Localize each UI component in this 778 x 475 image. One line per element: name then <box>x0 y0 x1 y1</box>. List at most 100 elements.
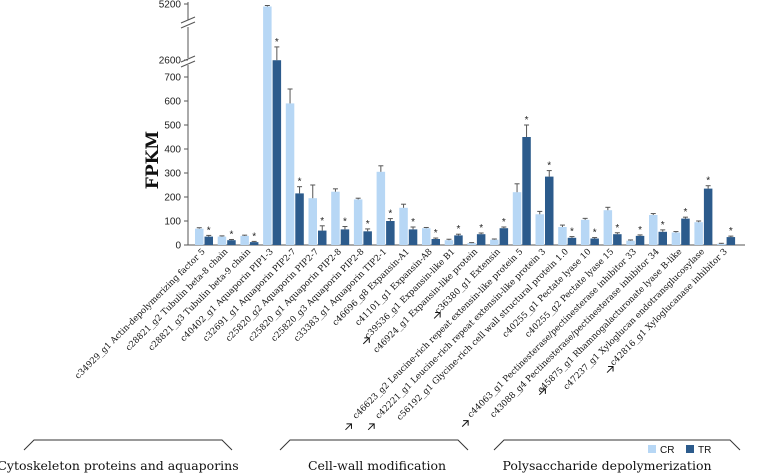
bar-cr <box>422 228 431 245</box>
bar-tr <box>545 176 554 245</box>
bar-cr <box>671 232 681 245</box>
bar-group-cr <box>399 203 408 245</box>
bar-tr <box>658 231 667 245</box>
y-axis-break-upper <box>180 16 196 29</box>
bar-cr <box>240 235 249 245</box>
significance-mark: * <box>320 216 324 227</box>
up-arrow-icon <box>461 420 469 427</box>
significance-mark: * <box>479 223 483 234</box>
bar-group-tr <box>249 240 259 245</box>
significance-mark: * <box>388 209 392 220</box>
y-tick-label: 400 <box>164 145 181 156</box>
significance-mark: * <box>683 207 687 218</box>
bar-group-tr <box>545 170 554 245</box>
y-tick-label: 600 <box>164 97 181 108</box>
bar-cr <box>717 243 726 245</box>
bar-cr <box>217 236 227 245</box>
group-bracket <box>23 439 233 451</box>
significance-mark: * <box>298 177 302 188</box>
significance-mark: * <box>411 217 415 228</box>
significance-mark: * <box>615 223 619 234</box>
y-tick-label: 700 <box>164 73 181 84</box>
bar-group-cr <box>626 239 635 245</box>
bar-tr <box>454 235 463 245</box>
bar-tr <box>363 231 372 245</box>
group-brackets: Cytoskeleton proteins and aquaporins Cell… <box>0 439 741 473</box>
legend-label: CR <box>660 445 674 456</box>
bar-cr <box>535 214 544 245</box>
bar-tr <box>295 193 304 245</box>
bar-group-cr <box>603 206 613 245</box>
up-arrow-icon <box>539 388 546 396</box>
bar-cr <box>444 240 454 245</box>
significance-mark: * <box>456 224 460 235</box>
significance-mark: * <box>729 226 733 237</box>
bar-group-cr <box>558 224 567 245</box>
bar-group-cr <box>535 210 544 245</box>
significance-mark: * <box>343 217 347 228</box>
bar-group-cr <box>422 226 431 245</box>
significance-mark: * <box>547 161 551 172</box>
group-label: Polysaccharide depolymerization <box>502 458 711 473</box>
bar-group-tr <box>386 218 395 245</box>
bar-cr <box>353 199 363 245</box>
bar-cr <box>331 191 340 245</box>
bar-cr <box>694 222 703 245</box>
bar-tr <box>499 228 509 245</box>
bar-tr <box>681 218 690 245</box>
bar-group-cr <box>195 227 204 245</box>
y-axis-label: FPKM <box>143 131 163 190</box>
category-labels: c34929_g1 Actin-depolymerizing factor 5c… <box>73 247 730 431</box>
bar-cr <box>467 243 476 245</box>
bar-tr <box>590 238 599 245</box>
significance-mark: * <box>570 227 574 238</box>
y-tick-label: 200 <box>164 193 181 204</box>
y-ticks: 0 100 200 300 400 500 600 700 2600 5200 <box>159 0 188 252</box>
bar-cr <box>580 219 590 245</box>
bar-tr <box>386 221 395 245</box>
bar-tr <box>227 240 236 245</box>
category-label: c42221_g1 Leucine-rich repeat extensin-l… <box>374 247 548 421</box>
significance-mark: * <box>525 115 529 126</box>
bar-group-tr <box>658 229 667 245</box>
bar-tr <box>318 230 327 245</box>
legend-label: TR <box>698 445 711 456</box>
bar-group-tr <box>681 216 690 245</box>
bar-group-tr <box>227 238 236 245</box>
bar-group-tr <box>522 124 531 245</box>
bar-cr <box>399 207 408 245</box>
bar-tr <box>567 237 577 245</box>
bar-group-cr <box>444 238 454 245</box>
y-tick-label: 0 <box>175 241 181 252</box>
legend-swatch <box>686 445 694 453</box>
bar-group-tr <box>726 235 736 245</box>
bar-tr <box>635 235 645 245</box>
group-label: Cytoskeleton proteins and aquaporins <box>0 458 239 473</box>
bar-group-cr <box>285 88 295 246</box>
significance-mark: * <box>706 176 710 187</box>
up-arrow-icon <box>362 337 370 345</box>
bar-group-cr <box>490 238 499 245</box>
group-bracket <box>493 439 741 451</box>
group-label: Cell-wall modification <box>308 458 446 473</box>
y-tick-label: 2600 <box>159 56 182 67</box>
significance-mark: * <box>275 37 279 48</box>
bar-group-cr <box>353 197 363 245</box>
bar-cr <box>195 228 204 245</box>
bar-tr <box>204 236 213 245</box>
bar-group-cr <box>240 234 249 245</box>
bar-group-tr <box>340 226 350 245</box>
y-axis-break-lower <box>180 55 196 68</box>
bar-group-cr <box>671 231 681 245</box>
bar-tr <box>703 188 713 245</box>
up-arrow-icon <box>433 311 441 319</box>
bar-cr <box>285 103 295 246</box>
bar-group-cr <box>580 217 590 245</box>
bar-group-cr <box>694 220 703 245</box>
up-arrow-icon <box>367 423 375 431</box>
bar-group-cr <box>263 4 272 245</box>
y-tick-label: 500 <box>164 121 181 132</box>
bar-group-tr <box>567 236 577 245</box>
bar-group-tr <box>318 225 327 245</box>
group-bracket <box>279 439 469 451</box>
